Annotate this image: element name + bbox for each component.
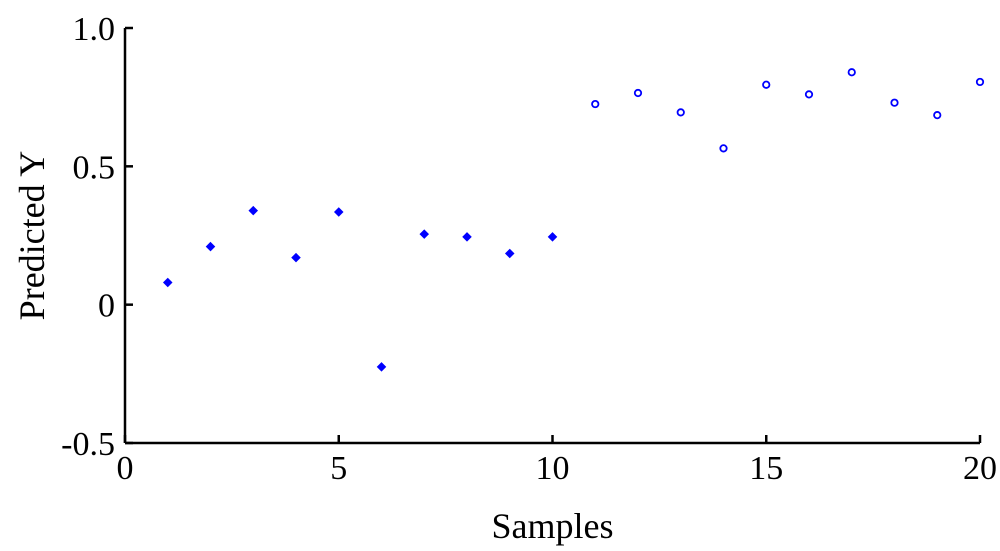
x-tick-label: 0 [117, 450, 134, 487]
data-point-circle [975, 77, 985, 87]
y-tick-label: 1.0 [73, 11, 116, 48]
x-axis-ticks: 0 5 10 15 20 [117, 435, 997, 487]
data-point-diamond [547, 232, 558, 242]
series-1 [162, 205, 558, 372]
data-point-circle [762, 80, 771, 89]
x-tick-label: 10 [536, 450, 570, 487]
data-point-circle [633, 88, 643, 98]
y-tick-label: -0.5 [61, 426, 115, 463]
y-axis-title: Predicted Y [12, 151, 52, 321]
data-point-circle [847, 68, 856, 77]
plot-area [162, 68, 985, 372]
data-point-diamond [376, 362, 387, 372]
y-axis-ticks: -0.5 0 0.5 1.0 [61, 11, 133, 463]
x-tick-label: 15 [749, 450, 783, 487]
data-point-diamond [504, 248, 515, 259]
data-point-diamond [248, 205, 259, 216]
data-point-diamond [333, 207, 344, 217]
y-tick-label: 0 [98, 288, 115, 325]
x-tick-label: 20 [963, 450, 997, 487]
data-point-diamond [419, 229, 430, 239]
x-tick-label: 5 [330, 450, 347, 487]
data-point-circle [591, 99, 600, 109]
data-point-circle [804, 90, 814, 99]
data-point-diamond [205, 241, 216, 252]
data-point-circle [676, 108, 685, 117]
data-point-diamond [162, 277, 173, 288]
x-axis-title: Samples [492, 506, 614, 546]
data-point-circle [890, 98, 899, 107]
data-point-diamond [462, 232, 472, 242]
data-point-circle [933, 111, 942, 120]
data-point-diamond [291, 252, 301, 263]
series-2 [591, 68, 985, 153]
data-point-circle [719, 144, 728, 153]
y-tick-label: 0.5 [73, 149, 116, 186]
